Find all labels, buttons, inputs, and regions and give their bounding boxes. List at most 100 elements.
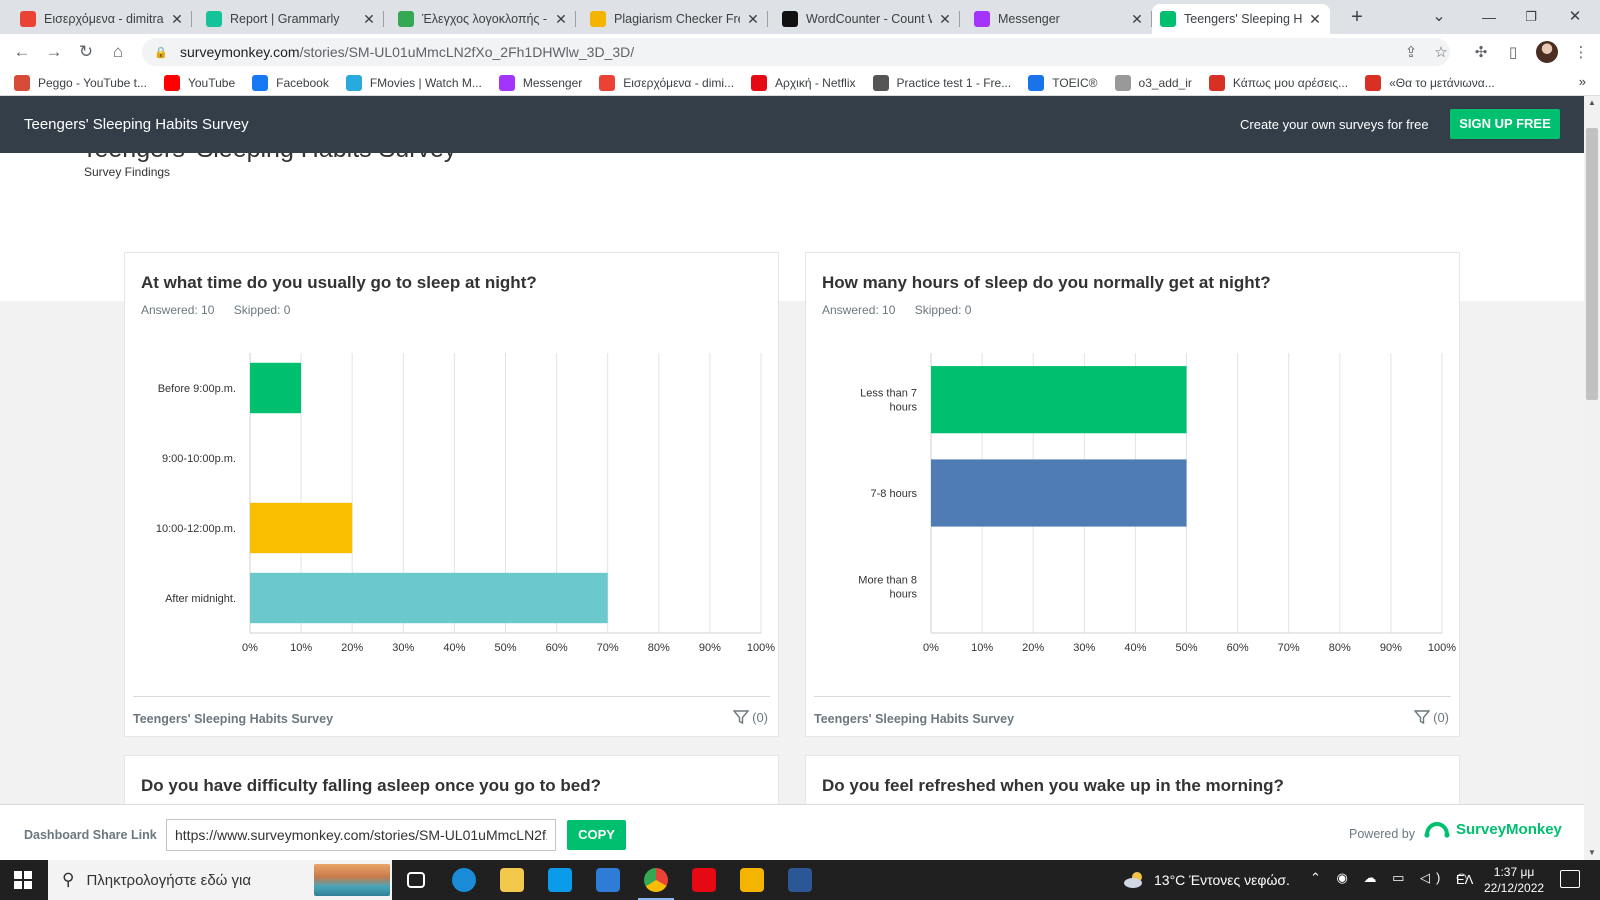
bookmark-item[interactable]: Εισερχόμενα - dimi... <box>599 74 734 91</box>
taskbar-app[interactable] <box>680 860 728 900</box>
restore-button[interactable]: ❐ <box>1525 9 1537 24</box>
x-tick-label: 40% <box>443 642 465 654</box>
side-panel-icon[interactable]: ▯ <box>1508 44 1518 61</box>
home-button[interactable]: ⌂ <box>112 42 124 61</box>
create-surveys-link[interactable]: Create your own surveys for free <box>1240 117 1429 132</box>
image-icon <box>1114 74 1131 91</box>
taskbar-app[interactable] <box>488 860 536 900</box>
address-bar[interactable]: 🔒 surveymonkey.com/stories/SM-UL01uMmcLN… <box>142 38 1450 66</box>
bookmark-item[interactable]: o3_add_ir <box>1114 74 1192 91</box>
close-tab-icon[interactable]: ✕ <box>1131 10 1143 27</box>
new-tab-button[interactable]: + <box>1351 6 1363 28</box>
bar[interactable] <box>250 502 353 554</box>
back-button[interactable]: ← <box>13 42 31 61</box>
site-header-title: Teengers' Sleeping Habits Survey <box>24 116 249 133</box>
browser-tab[interactable]: Messenger ✕ <box>966 4 1152 34</box>
close-tab-icon[interactable]: ✕ <box>363 10 375 27</box>
close-tab-icon[interactable]: ✕ <box>555 10 567 27</box>
tab-search-chevron-icon[interactable]: ⌄ <box>1432 8 1446 25</box>
close-tab-icon[interactable]: ✕ <box>939 10 951 27</box>
word-icon <box>788 868 812 892</box>
bookmark-item[interactable]: FMovies | Watch M... <box>345 74 482 91</box>
messenger-icon <box>498 74 515 91</box>
bookmark-star-icon[interactable]: ☆ <box>1434 44 1448 61</box>
filter-button[interactable]: (0) <box>1414 709 1449 725</box>
taskbar-app[interactable] <box>536 860 584 900</box>
system-tray[interactable]: ⌃ ◉ ☁ ▭ ◁) ◠ <box>1310 870 1474 885</box>
weather-widget[interactable]: 13°C Έντονες νεφώσ. <box>1122 871 1290 889</box>
taskbar-app[interactable] <box>632 860 680 900</box>
close-tab-icon[interactable]: ✕ <box>171 10 183 27</box>
forward-button[interactable]: → <box>45 42 63 61</box>
clock[interactable]: 1:37 μμ 22/12/2022 <box>1484 864 1544 896</box>
scroll-up-arrow-icon[interactable]: ▲ <box>1588 98 1596 107</box>
extensions-icon[interactable]: ✣ <box>1474 44 1488 61</box>
bar[interactable] <box>250 362 302 414</box>
bar-chart: 0% 10% 20% 30% 40% 50% 60% 70% 80% 90% 100% Less th… <box>858 353 1456 654</box>
windows-start-icon[interactable] <box>14 871 32 889</box>
peggo-icon <box>14 74 30 91</box>
browser-tab[interactable]: Report | Grammarly ✕ <box>198 4 384 34</box>
scrollbar-thumb[interactable] <box>1586 128 1598 400</box>
x-tick-label: 80% <box>1329 642 1351 654</box>
tab-separator <box>191 11 192 27</box>
bookmark-item[interactable]: Practice test 1 - Fre... <box>872 74 1011 91</box>
bookmark-item[interactable]: Κάπως μου αρέσεις... <box>1208 74 1348 91</box>
language-indicator[interactable]: ΕΛ <box>1456 872 1474 887</box>
lock-icon[interactable]: 🔒 <box>154 46 168 59</box>
taskbar-app[interactable] <box>728 860 776 900</box>
minimize-button[interactable]: — <box>1482 9 1496 25</box>
reload-button[interactable]: ↻ <box>78 42 94 61</box>
bookmark-item[interactable]: Facebook <box>252 74 329 91</box>
taskbar-app[interactable] <box>392 860 440 900</box>
x-tick-label: 10% <box>290 642 312 654</box>
scroll-down-arrow-icon[interactable]: ▼ <box>1588 848 1596 857</box>
tab-separator <box>383 11 384 27</box>
category-label: Less than 7 hours <box>860 388 917 414</box>
bookmark-item[interactable]: Peggo - YouTube t... <box>14 74 147 91</box>
copy-button[interactable]: COPY <box>567 820 626 850</box>
close-tab-icon[interactable]: ✕ <box>1309 10 1321 27</box>
tab-title: Έλεγχος λογοκλοπής - <box>422 12 548 26</box>
browser-tab[interactable]: Teengers' Sleeping Hab ✕ <box>1152 4 1330 34</box>
share-link-input[interactable] <box>166 819 556 851</box>
bookmark-item[interactable]: «Θα το μετάνιωνα... <box>1365 74 1495 91</box>
bookmark-item[interactable]: TOEIC® <box>1028 74 1098 91</box>
sign-up-button[interactable]: SIGN UP FREE <box>1450 109 1560 139</box>
taskbar-app[interactable] <box>584 860 632 900</box>
share-page-icon[interactable]: ⇪ <box>1404 44 1418 61</box>
bar[interactable] <box>931 366 1187 434</box>
filter-icon <box>733 710 750 725</box>
page-scrollbar[interactable]: ▲ ▼ <box>1584 96 1600 860</box>
brand-name: SurveyMonkey <box>1456 821 1562 838</box>
taskbar-search-box[interactable]: ⚲ Πληκτρολογήστε εδώ για <box>48 860 392 900</box>
bar[interactable] <box>931 459 1187 527</box>
notifications-icon[interactable] <box>1560 870 1580 888</box>
close-tab-icon[interactable]: ✕ <box>747 10 759 27</box>
youtube-icon <box>163 74 180 91</box>
browser-tab[interactable]: WordCounter - Count W ✕ <box>774 4 960 34</box>
browser-menu-icon[interactable]: ⋮ <box>1573 44 1589 61</box>
profile-avatar[interactable] <box>1536 41 1558 63</box>
bookmark-item[interactable]: Messenger <box>498 74 582 91</box>
browser-tab[interactable]: Έλεγχος λογοκλοπής - ✕ <box>390 4 576 34</box>
bookmark-item[interactable]: Αρχική - Netflix <box>751 74 856 91</box>
taskbar-app[interactable] <box>776 860 824 900</box>
x-tick-label: 50% <box>494 642 516 654</box>
filter-count: (0) <box>752 709 768 725</box>
card-footer: Teengers' Sleeping Habits Survey (0) <box>133 696 770 734</box>
bookmarks-overflow-button[interactable]: » <box>1578 74 1586 89</box>
bar[interactable] <box>250 572 608 624</box>
surveymonkey-logo[interactable]: SurveyMonkey <box>1424 821 1562 838</box>
search-icon: ⚲ <box>62 870 75 889</box>
filter-button[interactable]: (0) <box>733 709 768 725</box>
category-label: Before 9:00p.m. <box>158 383 236 395</box>
bookmarks-bar: Peggo - YouTube t... YouTube Facebook FMovi… <box>0 70 1600 96</box>
browser-tab[interactable]: Plagiarism Checker Free ✕ <box>582 4 768 34</box>
close-window-button[interactable]: ✕ <box>1568 8 1582 25</box>
question-card: At what time do you usually go to sleep … <box>124 252 779 737</box>
taskbar-app[interactable] <box>440 860 488 900</box>
browser-tab[interactable]: Εισερχόμενα - dimitras ✕ <box>12 4 192 34</box>
music-icon <box>1208 74 1225 91</box>
bookmark-item[interactable]: YouTube <box>163 74 235 91</box>
